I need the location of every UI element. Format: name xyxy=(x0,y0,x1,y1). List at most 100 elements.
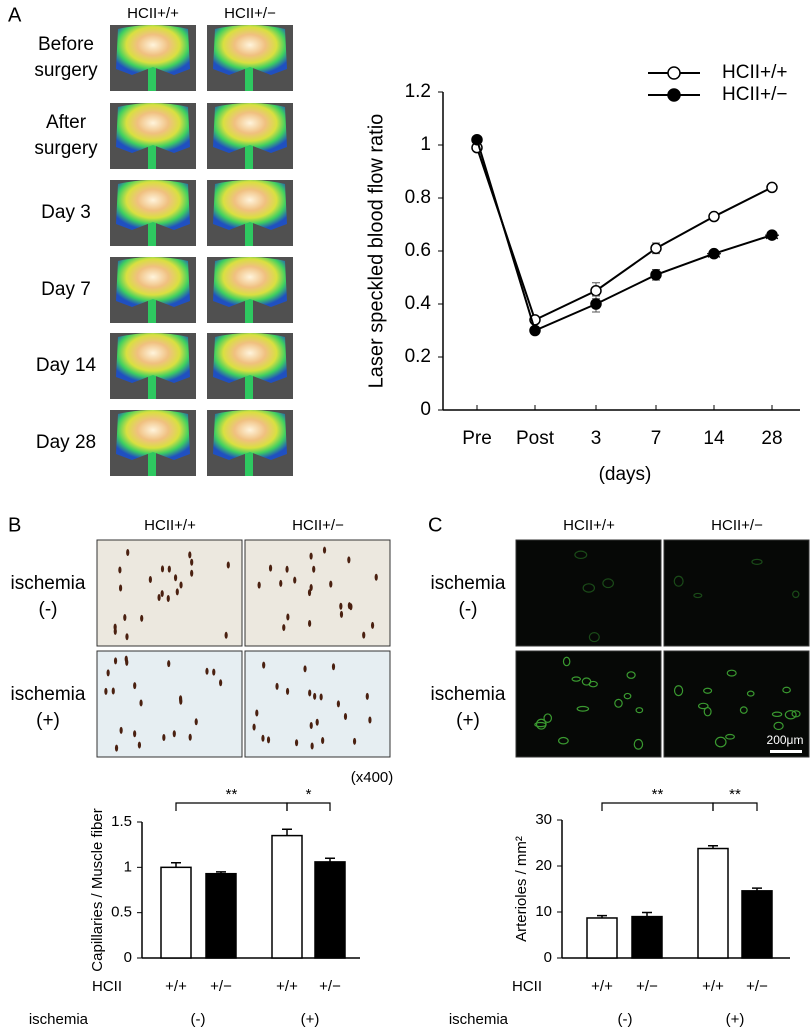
panel-label: A xyxy=(8,4,22,26)
y-tick-label: 1 xyxy=(124,858,132,875)
micro-dot xyxy=(308,689,312,697)
y-tick-label: 0 xyxy=(124,949,132,966)
micro-dot xyxy=(119,726,123,734)
micro-dot xyxy=(322,546,327,554)
y-tick-label: 1.5 xyxy=(111,813,132,830)
perfusion-body xyxy=(116,257,190,307)
y-tick-label: 1.2 xyxy=(405,81,431,102)
micro-dot xyxy=(173,574,178,582)
error-bar xyxy=(282,828,292,836)
tail xyxy=(245,297,253,323)
perfusion-body xyxy=(213,180,287,230)
micro-dot xyxy=(106,669,110,677)
bar xyxy=(586,917,618,959)
perfusion-body xyxy=(213,333,287,383)
legend-marker xyxy=(667,66,681,80)
category-label: +/+ xyxy=(702,978,724,995)
micro-dot xyxy=(167,565,171,573)
micro-dot xyxy=(212,668,216,676)
micro-dot xyxy=(347,602,352,610)
tail xyxy=(148,450,156,476)
micro-dot xyxy=(339,602,343,610)
micro-dot xyxy=(111,687,115,695)
significance: ** xyxy=(652,786,664,803)
tail xyxy=(245,143,253,169)
x-tick-label: Pre xyxy=(462,428,492,449)
marker xyxy=(529,324,541,337)
category-label: +/+ xyxy=(591,978,613,995)
micro-dot xyxy=(114,744,119,752)
micro-dot xyxy=(331,663,336,671)
micro-dot xyxy=(673,575,684,587)
micro-dot xyxy=(190,569,194,577)
micro-dot xyxy=(190,558,194,566)
micro-dot xyxy=(321,737,325,745)
bar xyxy=(697,847,729,959)
marker xyxy=(708,210,720,223)
row-label: Day 3 xyxy=(41,202,91,223)
micrograph xyxy=(96,650,243,758)
x-tick-label: 28 xyxy=(761,428,782,449)
micro-dot xyxy=(255,709,259,717)
row-label: Day 28 xyxy=(36,432,96,453)
micro-dot xyxy=(285,565,289,573)
micro-dot xyxy=(252,723,256,731)
y-tick-label: 0.5 xyxy=(111,904,132,921)
micro-dot xyxy=(576,705,590,712)
micro-dot xyxy=(602,578,615,589)
micro-dot xyxy=(697,702,709,710)
bracket xyxy=(712,802,758,811)
y-tick-label: 30 xyxy=(535,811,552,828)
tail xyxy=(148,65,156,91)
micro-dot xyxy=(562,656,571,667)
marker xyxy=(708,247,720,260)
significance: * xyxy=(652,270,660,291)
tail xyxy=(148,220,156,246)
group-label: (+) xyxy=(301,1011,320,1028)
micro-dot xyxy=(157,594,161,602)
category-label: +/− xyxy=(319,978,341,995)
micro-dot xyxy=(558,736,569,745)
series-line xyxy=(476,139,773,332)
row-label: (-) xyxy=(459,599,478,620)
column-header: HCII+/+ xyxy=(144,517,196,534)
perfusion-body xyxy=(116,333,190,383)
micro-dot xyxy=(336,700,340,708)
micro-dot xyxy=(118,584,123,592)
micrograph xyxy=(663,650,810,758)
group-label: (-) xyxy=(618,1011,633,1028)
micro-dot xyxy=(374,573,378,581)
category-label: +/+ xyxy=(276,978,298,995)
micro-dot xyxy=(673,685,684,697)
micro-dot xyxy=(309,552,313,560)
tail xyxy=(148,143,156,169)
micro-dot xyxy=(205,667,209,675)
significance: * xyxy=(306,786,312,803)
micro-dot xyxy=(571,676,582,682)
micrograph xyxy=(244,650,391,758)
micro-dot xyxy=(543,713,553,724)
legend-marker xyxy=(667,88,681,102)
micro-dot xyxy=(635,707,644,714)
legend-label: HCII+/+ xyxy=(722,62,787,83)
significance: ** xyxy=(226,786,238,803)
legend-label: HCII+/− xyxy=(722,84,787,105)
micro-dot xyxy=(739,706,748,714)
micro-dot xyxy=(140,614,144,622)
micro-dot xyxy=(179,581,183,589)
micro-dot xyxy=(275,682,279,690)
column-header: HCII+/− xyxy=(711,517,763,534)
micro-dot xyxy=(293,576,297,584)
row-label: Day 14 xyxy=(36,355,97,376)
row-label: After xyxy=(46,112,87,133)
micro-dot xyxy=(574,550,588,560)
row-label: Before xyxy=(38,34,94,55)
x-tick-label: 3 xyxy=(591,428,602,449)
micro-dot xyxy=(725,733,735,740)
micro-dot xyxy=(313,692,317,700)
bar xyxy=(314,861,346,959)
micro-dot xyxy=(219,679,223,687)
perfusion-body xyxy=(213,103,287,153)
micro-dot xyxy=(352,737,357,745)
micro-dot xyxy=(268,564,273,572)
